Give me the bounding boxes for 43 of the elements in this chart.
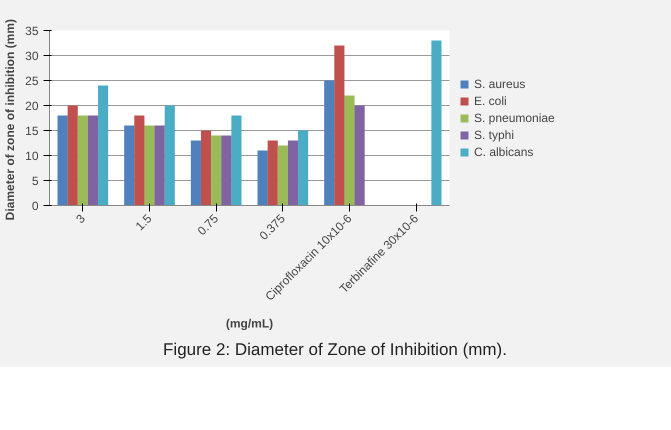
legend-label: S. pneumoniae	[474, 110, 555, 124]
legend-label: E. coli	[474, 94, 507, 108]
bar	[200, 130, 212, 206]
bar	[288, 140, 298, 206]
x-tick-label: 3	[73, 211, 88, 226]
bar	[354, 106, 365, 206]
y-axis-title: Diameter of zone of inhibition (mm)	[3, 19, 18, 220]
bar	[344, 96, 355, 206]
bar	[98, 86, 108, 206]
y-tick-label: 10	[25, 149, 39, 163]
x-axis-title: (mg/mL)	[226, 316, 274, 330]
bar	[431, 40, 442, 206]
bar	[221, 136, 232, 206]
legend-label: S. aureus	[474, 76, 526, 90]
bar	[68, 106, 78, 206]
bar	[298, 130, 308, 206]
bar	[334, 46, 344, 206]
y-tick-label: 15	[25, 124, 39, 138]
legend-label: C. albicans	[474, 144, 534, 158]
bar	[58, 116, 68, 206]
y-tick-label: 30	[25, 49, 39, 63]
y-tick-label: 35	[25, 24, 39, 38]
bar	[324, 80, 334, 206]
bar	[134, 116, 144, 206]
bar	[78, 116, 88, 206]
y-tick-label: 25	[25, 74, 39, 88]
bar	[268, 140, 278, 206]
y-tick-label: 20	[25, 99, 39, 113]
bar	[190, 140, 201, 206]
bar	[211, 136, 222, 206]
bar	[88, 116, 98, 206]
bar	[164, 106, 175, 206]
bar	[154, 126, 165, 206]
x-tick-label: 1.5	[132, 211, 155, 234]
legend-label: S. typhi	[474, 128, 514, 142]
bar	[144, 126, 155, 206]
bar	[258, 150, 268, 206]
bar	[124, 126, 134, 206]
caption: Figure 2: Diameter of Zone of Inhibition (mm).	[163, 339, 507, 361]
bar	[231, 116, 242, 206]
bar	[278, 146, 288, 206]
y-tick-label: 0	[32, 199, 39, 213]
y-tick-label: 5	[32, 174, 39, 188]
